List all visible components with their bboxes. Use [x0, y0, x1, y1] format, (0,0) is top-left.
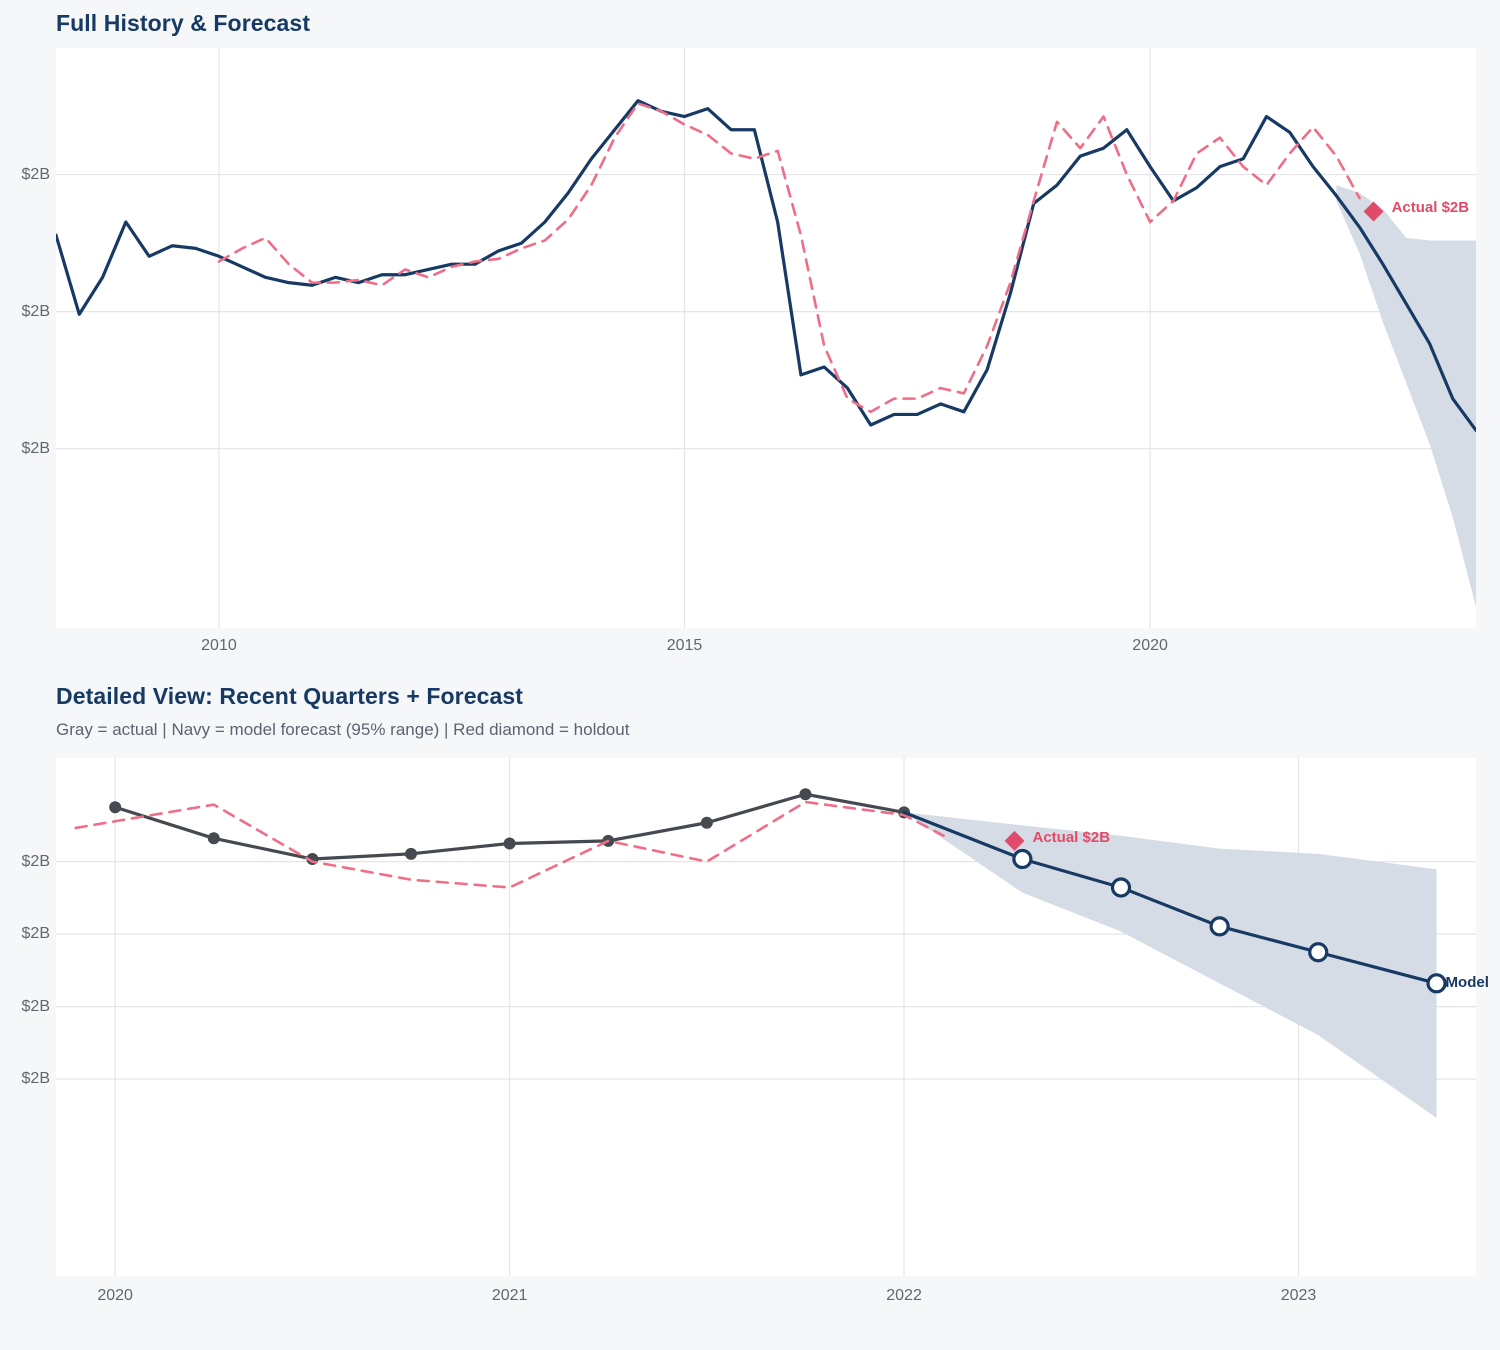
- data-point-marker: [207, 832, 220, 845]
- holdout-diamond-icon: [1004, 830, 1025, 851]
- y-tick-label: $2B: [21, 302, 50, 320]
- chart-full-history: [56, 48, 1476, 628]
- data-point-marker: [405, 847, 417, 860]
- forecast-point-marker: [1012, 848, 1033, 870]
- holdout-diamond-icon: [1363, 201, 1384, 222]
- confidence-band: [904, 812, 1437, 1119]
- x-tick-label: 2021: [491, 1287, 528, 1304]
- x-tick-label: 2022: [886, 1287, 922, 1304]
- x-tick-label: 2020: [97, 1287, 133, 1304]
- confidence-band: [1336, 185, 1476, 607]
- y-tick-label: $2B: [21, 165, 50, 183]
- x-tick-label: 2020: [1132, 637, 1168, 654]
- y-tick-label: $2B: [21, 1070, 50, 1088]
- annotation-actual-top: Actual $2B: [1391, 199, 1470, 217]
- y-tick-label: $2B: [21, 852, 50, 870]
- forecast-point-marker: [1209, 916, 1230, 937]
- x-tick-label: 2010: [201, 637, 237, 654]
- forecast-point-marker: [1426, 973, 1447, 994]
- series-line: [74, 800, 945, 889]
- series-line: [1334, 194, 1476, 432]
- annotation-actual-bottom: Actual $2B: [1032, 828, 1111, 846]
- series-line: [217, 102, 1361, 414]
- y-tick-label: $2B: [21, 925, 50, 943]
- panel-title-bottom: Detailed View: Recent Quarters + Forecas…: [56, 683, 524, 709]
- x-tick-label: 2015: [666, 637, 703, 654]
- chart-svg-bottom: [56, 758, 1476, 1276]
- chart-svg-top: [56, 48, 1476, 628]
- panel-detailed-view: Detailed View: Recent Quarters + Forecas…: [0, 670, 1500, 1350]
- data-point-marker: [109, 801, 122, 814]
- y-tick-label: $2B: [21, 439, 50, 457]
- forecast-point-marker: [1110, 877, 1132, 898]
- series-line: [902, 810, 1439, 985]
- panel-full-history: Full History & Forecast $2B $2B $2B 2010 20…: [0, 0, 1500, 670]
- panel-title-top: Full History & Forecast: [56, 10, 311, 36]
- series-line: [56, 99, 1338, 427]
- x-tick-label: 2023: [1280, 1287, 1317, 1304]
- data-point-marker: [799, 788, 812, 801]
- forecast-point-marker: [1308, 942, 1329, 963]
- chart-detailed-view: [56, 758, 1476, 1276]
- y-tick-label: $2B: [21, 997, 50, 1015]
- data-point-marker: [503, 837, 516, 850]
- panel-subtitle-bottom: Gray = actual | Navy = model forecast (9…: [56, 720, 630, 739]
- data-point-marker: [700, 816, 713, 829]
- annotation-model-bottom: Model: [1445, 974, 1489, 992]
